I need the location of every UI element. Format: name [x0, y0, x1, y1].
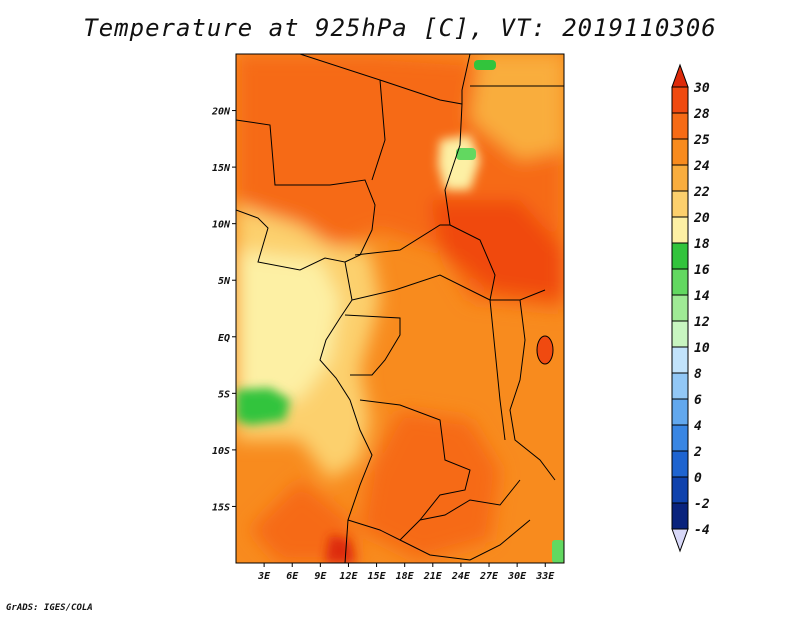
colorbar-level-label: 8	[694, 367, 702, 382]
lon-tick-label: 33E	[535, 571, 555, 582]
map-frame	[235, 53, 565, 564]
lon-tick-label: 21E	[423, 571, 443, 582]
lat-tick-label: 5N	[218, 276, 231, 287]
lon-tick-label: 30E	[507, 571, 527, 582]
lat-tick-label: 5S	[218, 389, 230, 400]
border-line	[489, 299, 506, 441]
field-namibia-max	[325, 535, 355, 563]
field-ocean-coolest	[236, 250, 340, 400]
colorbar-level-label: 6	[694, 393, 702, 408]
colorbar-swatch	[671, 372, 689, 400]
colorbar-level-label: 14	[694, 289, 710, 304]
colorbar-swatch	[671, 450, 689, 478]
colorbar-level-label: 4	[694, 419, 702, 434]
colorbar-swatch	[671, 86, 689, 114]
lon-tick-label: 6E	[286, 571, 299, 582]
border-line	[359, 399, 471, 521]
border-line	[444, 103, 546, 301]
field-green-patch	[456, 148, 476, 160]
lon-tick-label: 15E	[368, 571, 387, 582]
grads-credit: GrADS: IGES/COLA	[6, 603, 93, 613]
lake-victoria	[536, 335, 554, 365]
colorbar-top-arrow	[671, 63, 689, 88]
colorbar-level-label: -2	[694, 497, 710, 512]
border-line	[509, 299, 556, 481]
colorbar-swatch	[671, 112, 689, 140]
border-line	[399, 519, 531, 561]
lat-tick-label: 10N	[212, 220, 231, 231]
field-green-patch	[552, 540, 564, 563]
colorbar-swatch	[671, 346, 689, 374]
border-line	[299, 54, 386, 181]
field-northeast-warm	[470, 54, 564, 160]
field-green-patch	[474, 60, 496, 70]
colorbar-level-label: 10	[694, 341, 710, 356]
latitude-axis: 20N 15N 10N 5N EQ 5S 10S 15S	[211, 107, 236, 513]
colorbar-level-label: 28	[693, 107, 710, 122]
border-line	[347, 479, 521, 541]
field-ocean-green	[236, 388, 290, 425]
colorbar-swatch	[671, 190, 689, 218]
lon-tick-label: 12E	[339, 571, 358, 582]
border-line	[354, 224, 450, 256]
colorbar-swatch	[671, 476, 689, 504]
colorbar-swatch	[671, 216, 689, 244]
colorbar-level-label: 16	[694, 263, 710, 278]
colorbar-level-label: 30	[693, 81, 710, 96]
field-sudan-hottest	[430, 200, 564, 300]
coastline	[236, 209, 373, 563]
colorbar-bottom-arrow	[671, 528, 689, 553]
colorbar-swatch	[671, 424, 689, 452]
lon-tick-label: 27E	[479, 571, 499, 582]
colorbar-level-label: -4	[694, 523, 710, 538]
lat-tick-label: 15S	[212, 502, 230, 513]
political-borders	[236, 54, 564, 563]
temperature-field	[236, 54, 564, 563]
lat-tick-label: 20N	[211, 107, 231, 118]
colorbar-swatch	[671, 294, 689, 322]
colorbar-swatch	[671, 398, 689, 426]
colorbar-swatch	[671, 502, 689, 530]
lon-tick-label: 3E	[257, 571, 271, 582]
colorbar-swatch	[671, 242, 689, 270]
colorbar-swatch	[671, 164, 689, 192]
lat-tick-label: 10S	[212, 446, 230, 457]
lon-tick-label: 18E	[396, 571, 415, 582]
colorbar-level-label: 12	[694, 315, 710, 330]
colorbar-level-label: 2	[693, 445, 702, 460]
map-border	[235, 53, 565, 564]
lat-tick-label: EQ	[218, 333, 230, 344]
colorbar-level-label: 0	[694, 471, 702, 486]
border-line	[344, 314, 401, 376]
colorbar-level-label: 24	[693, 159, 710, 174]
longitude-axis: 3E 6E 9E 12E 15E 18E 21E 24E 27E 30E 33E	[257, 563, 555, 582]
border-line	[236, 119, 376, 263]
colorbar-level-label: 22	[693, 185, 710, 200]
map-title: Temperature at 925hPa [C], VT: 201911030…	[83, 14, 717, 42]
lat-tick-label: 15N	[212, 163, 231, 174]
field-south-hot	[360, 410, 500, 560]
lon-tick-label: 9E	[314, 571, 327, 582]
colorbar-swatch	[671, 268, 689, 296]
colorbar-swatch	[671, 138, 689, 166]
colorbar-level-label: 20	[693, 211, 710, 226]
colorbar-level-label: 25	[693, 133, 710, 148]
border-line	[351, 274, 491, 301]
lon-tick-label: 24E	[451, 571, 471, 582]
colorbar-level-label: 18	[694, 237, 710, 252]
colorbar-swatch	[671, 320, 689, 348]
